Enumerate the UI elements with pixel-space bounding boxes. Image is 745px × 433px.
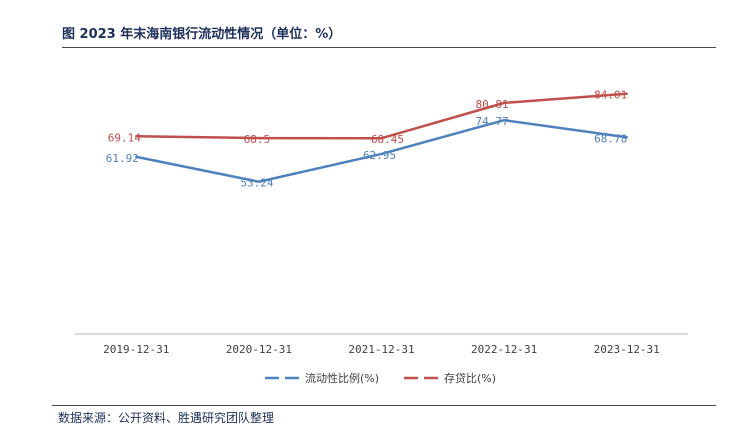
axis-layer: 2019-12-31 2020-12-31 2021-12-31 2022-12-31… bbox=[75, 333, 688, 356]
series-layer bbox=[135, 92, 628, 183]
series-line bbox=[135, 118, 628, 183]
x-tick-label: 2019-12-31 bbox=[103, 343, 169, 356]
x-tick-label: 2022-12-31 bbox=[471, 343, 537, 356]
data-label: 53.24 bbox=[240, 177, 273, 190]
data-label: 68.45 bbox=[371, 133, 404, 146]
chart-title: 图 2023 年末海南银行流动性情况（单位：%） bbox=[62, 27, 342, 42]
source-note: 数据来源：公开资料、胜遇研究团队整理 bbox=[58, 411, 275, 425]
x-tick-label: 2020-12-31 bbox=[226, 343, 292, 356]
data-label: 61.92 bbox=[106, 152, 139, 165]
legend-label: 流动性比例(%) bbox=[305, 371, 379, 385]
legend-label: 存贷比(%) bbox=[444, 371, 496, 385]
data-label: 69.14 bbox=[108, 131, 141, 144]
data-label: 68.5 bbox=[244, 133, 271, 146]
series-line bbox=[135, 92, 628, 140]
footer-rule bbox=[52, 405, 716, 406]
data-label: 62.95 bbox=[363, 149, 396, 162]
data-label-layer: 61.92 53.24 62.95 74.77 68.78 69.14 68.5 68.45 8… bbox=[106, 89, 628, 190]
legend: 流动性比例(%) 存贷比(%) bbox=[265, 371, 496, 385]
title-bar: 图 2023 年末海南银行流动性情况（单位：%） bbox=[62, 18, 716, 48]
data-label: 68.78 bbox=[594, 132, 627, 145]
x-tick-label: 2023-12-31 bbox=[594, 343, 660, 356]
data-label: 74.77 bbox=[476, 115, 509, 128]
data-label: 84.01 bbox=[594, 89, 627, 102]
data-label: 80.81 bbox=[476, 98, 509, 111]
x-tick-label: 2021-12-31 bbox=[348, 343, 414, 356]
